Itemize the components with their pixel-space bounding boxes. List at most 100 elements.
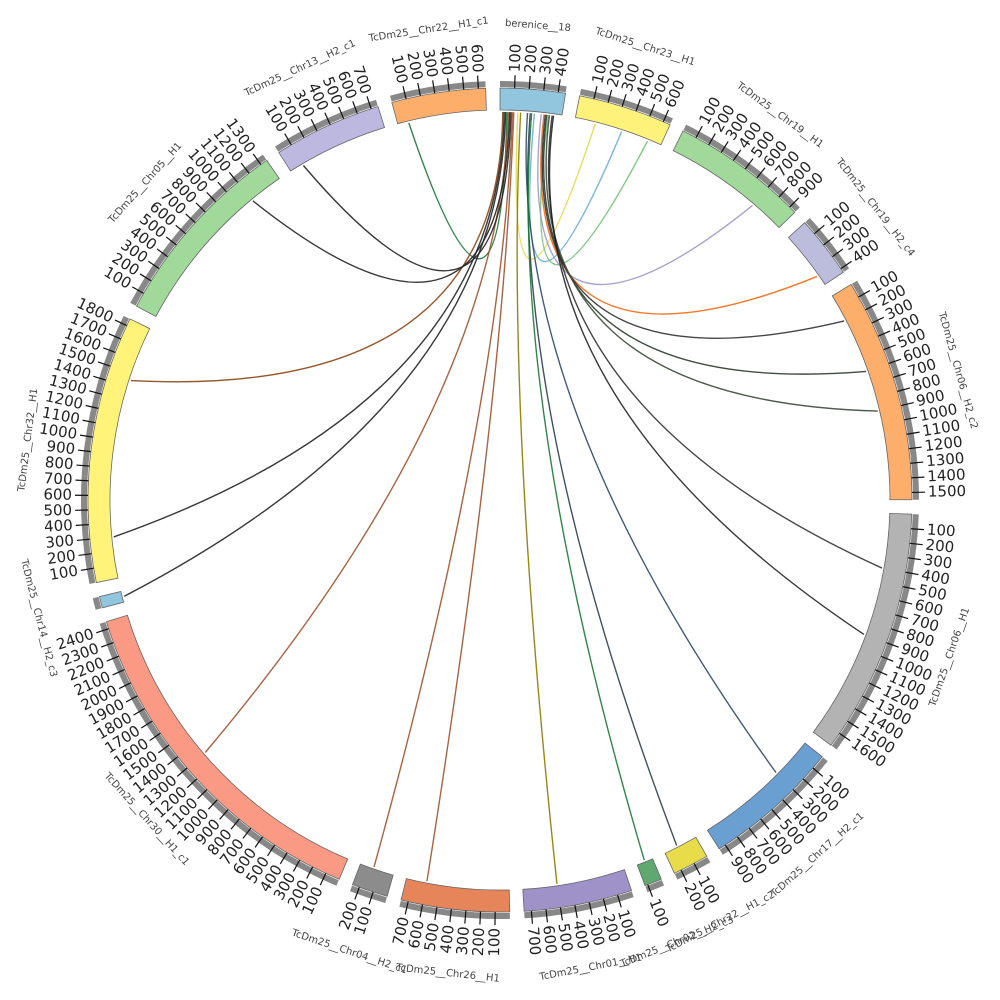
- tick-band: [524, 891, 634, 919]
- tick-mark: [310, 118, 318, 132]
- tick-label: 400: [437, 924, 458, 955]
- tick-mark: [240, 162, 250, 174]
- tick-label: 1400: [927, 465, 966, 485]
- tick-mark: [883, 344, 896, 351]
- tick-mark: [708, 133, 716, 146]
- tick-mark: [354, 887, 360, 900]
- tick-mark: [616, 894, 622, 908]
- tick-mark: [206, 191, 217, 203]
- tick-mark: [545, 909, 549, 923]
- tick-mark: [75, 479, 89, 482]
- link: [541, 114, 845, 339]
- tick-mark: [446, 78, 450, 92]
- tick-mark: [284, 133, 292, 146]
- link: [302, 112, 512, 272]
- tick-mark: [904, 416, 917, 421]
- tick-label: 700: [389, 915, 413, 947]
- tick-mark: [217, 181, 227, 193]
- tick-mark: [528, 76, 531, 90]
- tick-label: 1200: [923, 433, 963, 456]
- segment-band: [135, 159, 280, 318]
- tick-label: 100: [506, 43, 525, 72]
- tick-mark: [593, 86, 598, 100]
- tick-mark: [149, 732, 161, 742]
- tick-label: 400: [920, 566, 951, 589]
- tick-mark: [748, 827, 758, 839]
- tick-mark: [76, 464, 90, 467]
- tick-mark: [862, 695, 875, 703]
- link: [123, 112, 507, 597]
- tick-mark: [602, 898, 608, 912]
- tick-mark: [242, 827, 252, 839]
- tick-mark: [868, 682, 882, 690]
- segment-band: [105, 614, 349, 880]
- tick-label: 200: [46, 546, 77, 568]
- tick-mark: [760, 818, 770, 830]
- tick-mark: [133, 708, 145, 716]
- tick-label: 500: [451, 44, 471, 74]
- tick-mark: [139, 273, 152, 282]
- tick-mark: [905, 571, 919, 576]
- tick-band: [674, 857, 711, 880]
- tick-mark: [228, 171, 239, 183]
- tick-mark: [839, 732, 851, 742]
- tick-mark: [114, 319, 128, 327]
- tick-label: 300: [45, 531, 75, 552]
- tick-mark: [175, 224, 187, 235]
- segment-band: [351, 863, 394, 897]
- link: [252, 112, 511, 283]
- tick-label: 100: [485, 928, 503, 957]
- tick-mark: [158, 744, 170, 754]
- tick-label: 800: [44, 453, 74, 473]
- tick-label: 600: [43, 485, 72, 503]
- tick-mark: [167, 756, 179, 766]
- tick-mark: [85, 404, 99, 409]
- segment-band: [87, 318, 151, 584]
- tick-label: 1300: [925, 449, 965, 470]
- tick-mark: [693, 863, 701, 876]
- tick-mark: [893, 372, 906, 378]
- tick-mark: [858, 290, 871, 298]
- tick-mark: [906, 431, 920, 435]
- tick-mark: [771, 809, 781, 820]
- segment-band: [499, 87, 566, 116]
- tick-mark: [97, 361, 111, 367]
- tick-mark: [910, 461, 924, 464]
- tick-label: 400: [435, 46, 456, 77]
- tick-band: [80, 315, 130, 584]
- tick-mark: [559, 907, 563, 921]
- tick-mark: [897, 387, 911, 392]
- tick-mark: [900, 401, 914, 407]
- tick-mark: [267, 844, 276, 857]
- tick-mark: [432, 80, 436, 94]
- tick-mark: [417, 82, 421, 96]
- link: [130, 112, 504, 383]
- link: [545, 115, 878, 412]
- tick-mark: [865, 303, 878, 311]
- tick-mark: [647, 884, 653, 897]
- link: [527, 113, 645, 861]
- tick-mark: [680, 869, 688, 883]
- tick-mark: [902, 586, 916, 590]
- tick-mark: [319, 873, 327, 886]
- tick-label: 500: [43, 501, 72, 520]
- segment-band: [672, 130, 796, 229]
- tick-mark: [434, 907, 438, 921]
- tick-mark: [402, 86, 407, 100]
- tick-mark: [574, 905, 578, 919]
- tick-label: 600: [467, 43, 486, 73]
- segment-band: [706, 742, 823, 850]
- tick-label: 500: [917, 581, 949, 605]
- tick-mark: [352, 101, 358, 114]
- tick-mark: [464, 910, 467, 924]
- tick-mark: [461, 76, 465, 90]
- tick-mark: [662, 109, 670, 122]
- tick-label: 200: [925, 536, 955, 557]
- tick-mark: [96, 628, 109, 634]
- tick-mark: [756, 167, 766, 179]
- tick-mark: [895, 614, 909, 620]
- tick-mark: [112, 669, 125, 676]
- tick-mark: [76, 538, 90, 542]
- tick-band: [275, 99, 378, 152]
